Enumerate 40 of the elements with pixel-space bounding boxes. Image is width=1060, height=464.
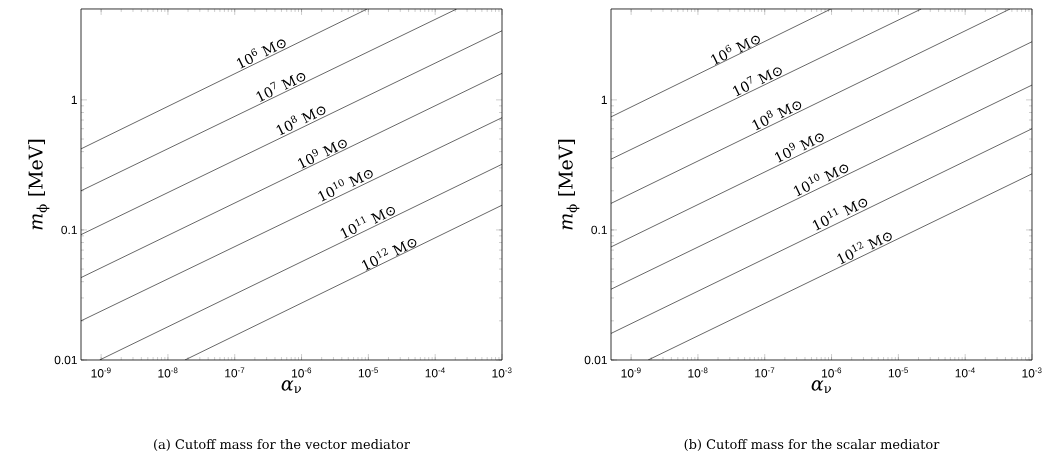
annotation: 10$^{10}$ M⊙ [318, 170, 373, 202]
annotation: 10$^{7}$ M⊙ [256, 73, 306, 102]
x-tick-label: 10$^{-7}$ [755, 367, 775, 378]
y-tick-label: 0.01 [54, 355, 77, 365]
annotation: 10$^{12}$ M⊙ [837, 232, 892, 265]
annotation: 10$^{12}$ M⊙ [361, 238, 417, 271]
annotation: 10$^{9}$ M⊙ [774, 133, 824, 163]
x-tick-label: 10$^{-5}$ [888, 367, 908, 378]
annotation: 10$^{11}$ M⊙ [340, 206, 395, 239]
annotation: 10$^{7}$ M⊙ [732, 67, 782, 97]
x-tick-label: 10$^{-8}$ [158, 367, 178, 378]
text: (b) Cutoff mass for the scalar mediator [684, 439, 940, 451]
y-tick-label: 0.1 [61, 225, 77, 235]
y-tick-label: 0.01 [584, 355, 607, 365]
y-tick-label: 0.1 [591, 225, 607, 235]
text: (a) Cutoff mass for the vector mediator [154, 439, 410, 451]
x-axis-title: α$_{ν}$ [281, 380, 301, 394]
x-tick-label: 10$^{-4}$ [425, 367, 445, 378]
annotation: 10$^{10}$ M⊙ [793, 164, 849, 197]
y-axis-title: m$_{ϕ}$ [MeV] [28, 139, 50, 230]
annotation: 10$^{9}$ M⊙ [297, 139, 347, 169]
y-tick-label: 1 [601, 95, 607, 104]
x-tick-label: 10$^{-4}$ [955, 367, 975, 378]
x-tick-label: 10$^{-3}$ [1022, 367, 1042, 378]
x-tick-label: 10$^{-8}$ [688, 367, 708, 378]
annotation: 10$^{11}$ M⊙ [812, 198, 868, 231]
y-tick-label: 1 [71, 95, 77, 104]
x-tick-label: 10$^{-3}$ [492, 367, 512, 378]
x-tick-label: 10$^{-6}$ [292, 367, 312, 378]
y-axis-title: m$_{ϕ}$ [MeV] [558, 139, 580, 230]
x-axis-title: α$_{ν}$ [811, 380, 831, 394]
x-tick-label: 10$^{-6}$ [822, 367, 842, 378]
x-tick-label: 10$^{-9}$ [91, 367, 111, 378]
x-tick-label: 10$^{-5}$ [358, 367, 378, 378]
x-tick-label: 10$^{-7}$ [225, 367, 245, 378]
annotation: 10$^{6}$ M⊙ [236, 39, 286, 69]
annotation: 10$^{8}$ M⊙ [276, 106, 326, 136]
x-tick-label: 10$^{-9}$ [621, 367, 641, 378]
annotation: 10$^{6}$ M⊙ [711, 35, 760, 65]
annotation: 10$^{8}$ M⊙ [752, 101, 802, 131]
